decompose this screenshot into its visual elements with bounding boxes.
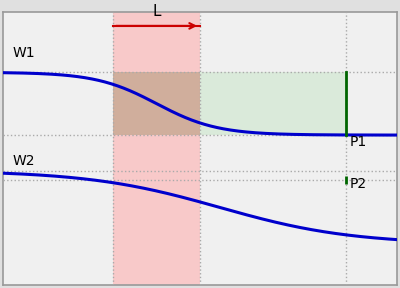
Bar [113, 72, 200, 135]
Text: P1: P1 [350, 135, 367, 149]
Bar [113, 12, 200, 285]
Text: P2: P2 [350, 177, 367, 191]
Bar [200, 72, 346, 135]
Text: W1: W1 [13, 46, 35, 60]
Text: W2: W2 [13, 154, 35, 168]
Text: L: L [152, 4, 161, 19]
